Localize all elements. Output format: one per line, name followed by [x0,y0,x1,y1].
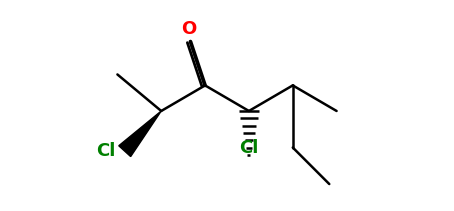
Polygon shape [119,111,161,157]
Text: O: O [181,20,196,38]
Text: Cl: Cl [96,142,116,160]
Text: Cl: Cl [239,139,259,157]
